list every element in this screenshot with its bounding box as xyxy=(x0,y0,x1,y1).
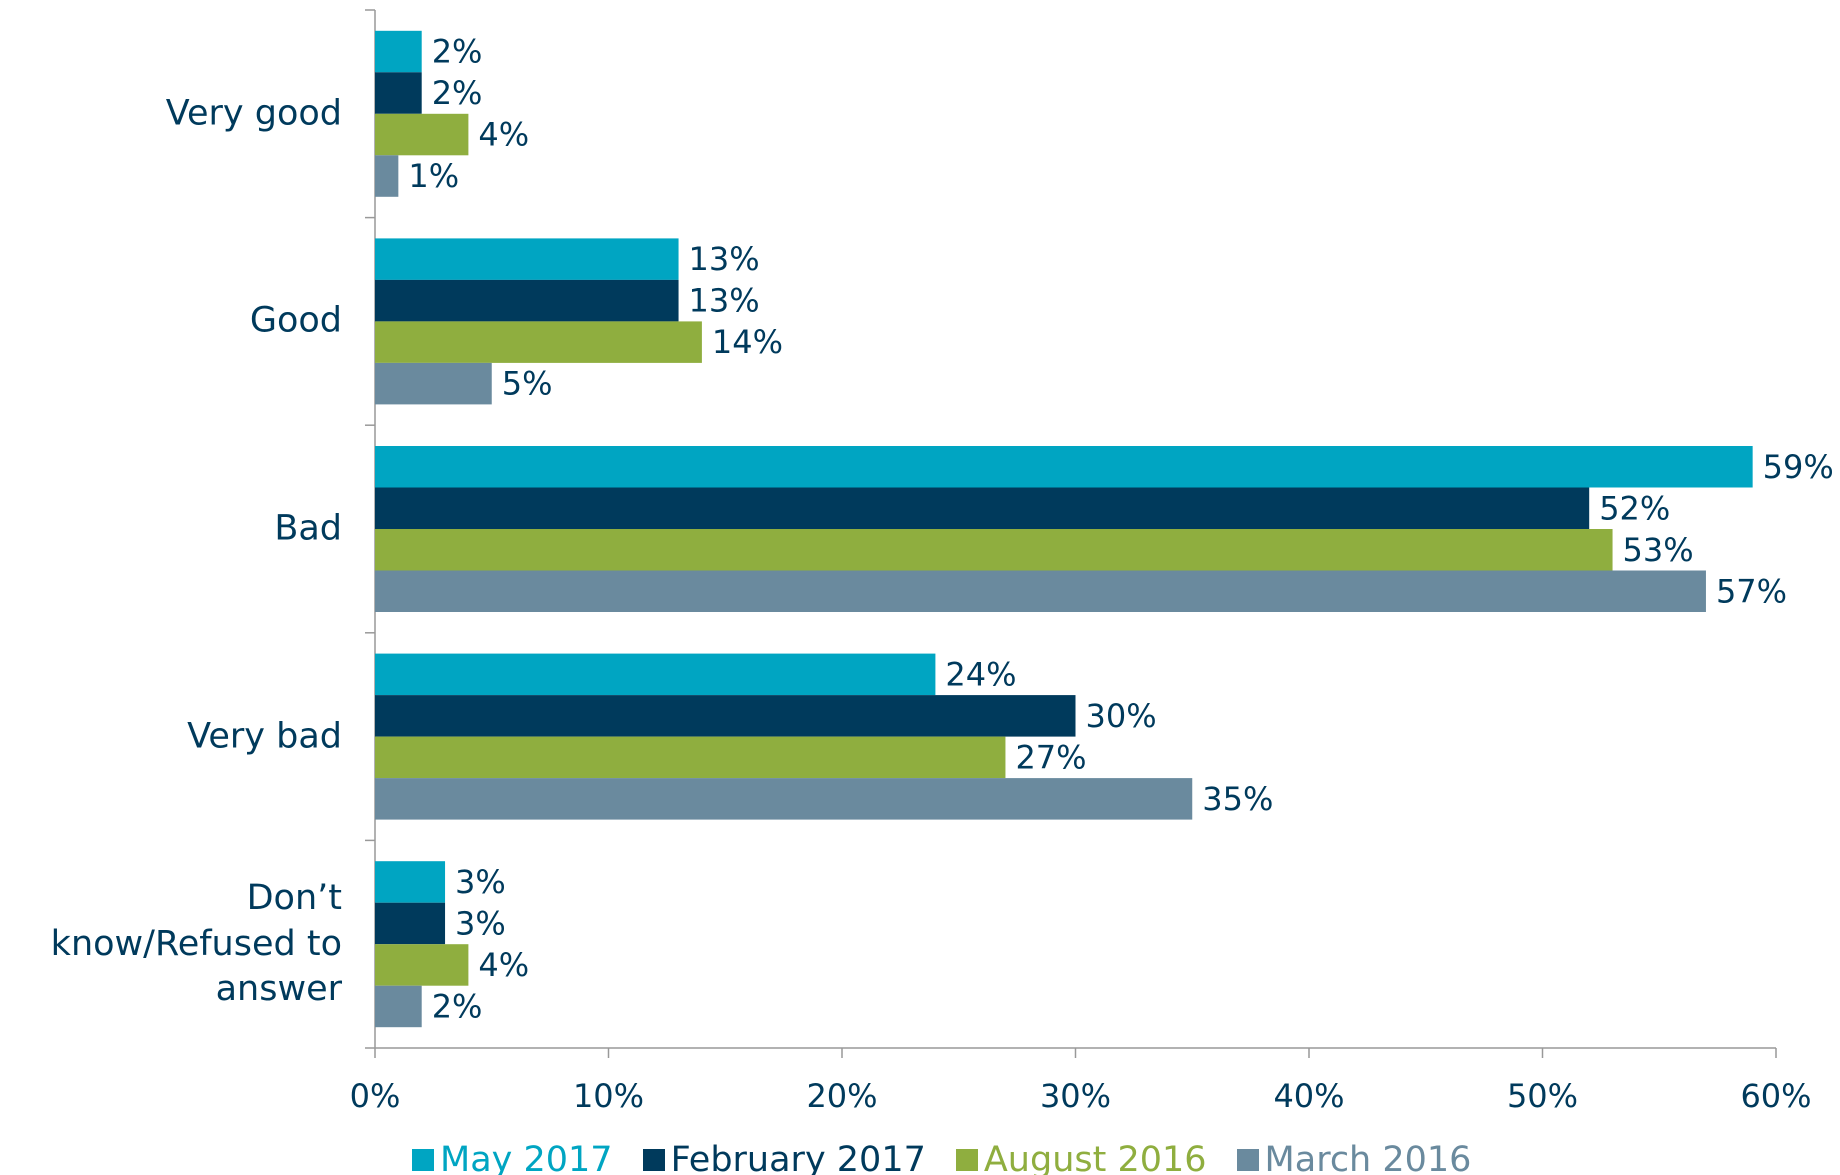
x-tick-label: 40% xyxy=(1273,1077,1344,1115)
x-tick-label: 30% xyxy=(1040,1077,1111,1115)
bar xyxy=(375,238,679,280)
bar xyxy=(375,778,1193,820)
bar xyxy=(375,279,679,322)
legend-swatch xyxy=(642,1149,665,1171)
legend-label: February 2017 xyxy=(670,1140,926,1175)
bar xyxy=(375,736,1006,779)
legend-swatch xyxy=(955,1149,978,1171)
bar xyxy=(375,944,469,986)
y-tick-label: Very bad xyxy=(187,715,342,756)
bar xyxy=(375,861,446,903)
data-label: 13% xyxy=(689,240,760,278)
data-label: 53% xyxy=(1623,531,1694,569)
data-label: 14% xyxy=(712,323,783,361)
data-label: 24% xyxy=(945,655,1016,693)
bar xyxy=(375,446,1753,488)
legend-label: August 2016 xyxy=(983,1140,1207,1175)
bar xyxy=(375,113,469,156)
data-label: 27% xyxy=(1015,738,1086,776)
bar xyxy=(375,570,1706,612)
data-label: 2% xyxy=(432,74,483,112)
x-tick-label: 10% xyxy=(573,1077,644,1115)
data-label: 59% xyxy=(1763,448,1834,486)
legend-label: March 2016 xyxy=(1264,1140,1472,1175)
data-label: 1% xyxy=(408,157,459,195)
data-label: 57% xyxy=(1716,572,1787,610)
data-label: 5% xyxy=(502,365,553,403)
bar xyxy=(375,529,1613,571)
data-label: 13% xyxy=(689,282,760,320)
legend-item: May 2017 xyxy=(412,1140,613,1175)
y-tick-label: Good xyxy=(249,300,342,341)
x-tick-label: 50% xyxy=(1507,1077,1578,1115)
bar xyxy=(375,902,446,945)
legend-item: February 2017 xyxy=(642,1140,926,1175)
bar xyxy=(375,695,1076,737)
y-tick-label: Don’t know/Refused to answer xyxy=(50,877,342,1009)
bar xyxy=(375,72,422,114)
data-label: 35% xyxy=(1202,780,1273,818)
data-label: 3% xyxy=(455,904,506,942)
data-label: 2% xyxy=(432,33,483,71)
data-label: 30% xyxy=(1086,697,1157,735)
y-tick-label: Bad xyxy=(274,508,342,549)
data-label: 3% xyxy=(455,863,506,901)
legend-label: May 2017 xyxy=(440,1140,613,1175)
bar xyxy=(375,362,492,405)
data-label: 4% xyxy=(478,946,529,984)
bar xyxy=(375,155,399,197)
bar xyxy=(375,487,1590,529)
legend-item: August 2016 xyxy=(955,1140,1207,1175)
legend: May 2017 February 2017 August 2016 March 20… xyxy=(412,1140,1471,1175)
legend-swatch xyxy=(1236,1149,1259,1171)
data-label: 2% xyxy=(432,987,483,1025)
data-label: 52% xyxy=(1599,489,1670,527)
bar xyxy=(375,653,936,696)
bar xyxy=(375,321,702,363)
x-tick-label: 60% xyxy=(1740,1077,1811,1115)
data-label: 4% xyxy=(478,116,529,154)
y-tick-label: Very good xyxy=(165,93,342,134)
legend-swatch xyxy=(412,1149,434,1171)
bar xyxy=(375,30,422,73)
legend-item: March 2016 xyxy=(1236,1140,1472,1175)
x-tick-label: 20% xyxy=(806,1077,877,1115)
bar xyxy=(375,985,422,1028)
x-tick-label: 0% xyxy=(350,1077,401,1115)
